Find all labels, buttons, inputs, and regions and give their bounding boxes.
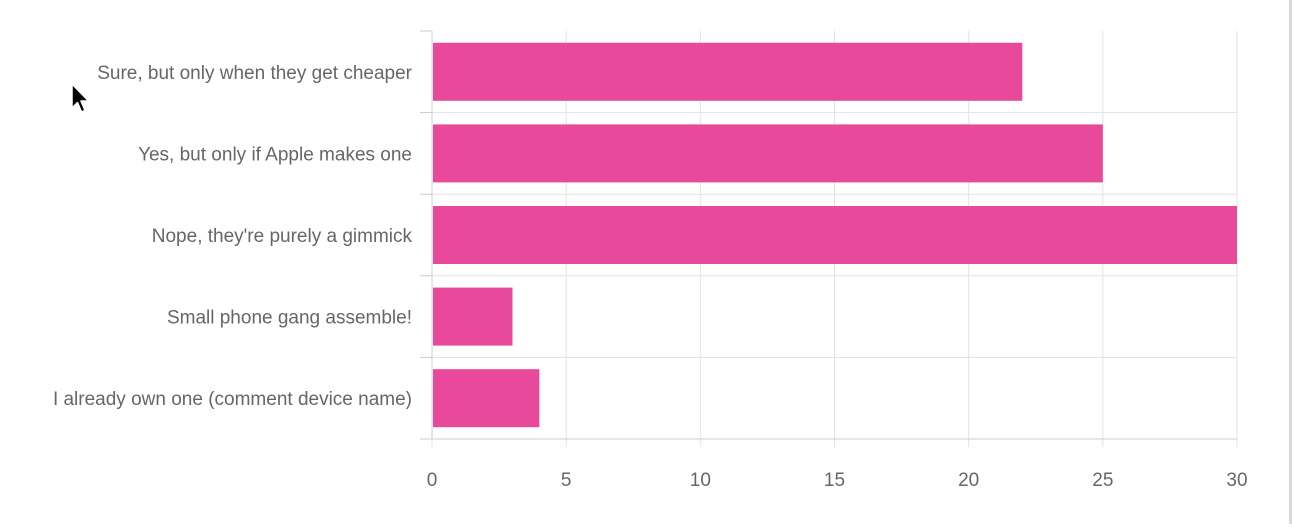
bar	[433, 124, 1103, 183]
x-tick-label: 5	[561, 470, 572, 491]
category-label: I already own one (comment device name)	[53, 389, 412, 410]
bars	[433, 42, 1237, 428]
x-tick-label: 0	[427, 470, 438, 491]
bar	[433, 369, 540, 428]
mouse-cursor-icon	[71, 83, 90, 113]
x-tick-label: 15	[824, 470, 845, 491]
bar	[433, 287, 513, 346]
x-tick-label: 30	[1226, 470, 1247, 491]
category-label: Small phone gang assemble!	[167, 308, 412, 329]
category-label: Nope, they're purely a gimmick	[152, 226, 413, 247]
bar	[433, 206, 1237, 264]
x-tick-label: 20	[958, 470, 979, 491]
category-label: Sure, but only when they get cheaper	[97, 63, 412, 84]
x-tick-label: 10	[690, 470, 711, 491]
bar	[433, 42, 1023, 101]
x-tick-label: 25	[1092, 470, 1113, 491]
axes	[420, 30, 1237, 440]
panel-right-border	[1289, 0, 1292, 524]
category-label: Yes, but only if Apple makes one	[138, 144, 412, 165]
labels: 0 5 10 15 20 25 30 Sure, but only when they get…	[53, 63, 1248, 491]
